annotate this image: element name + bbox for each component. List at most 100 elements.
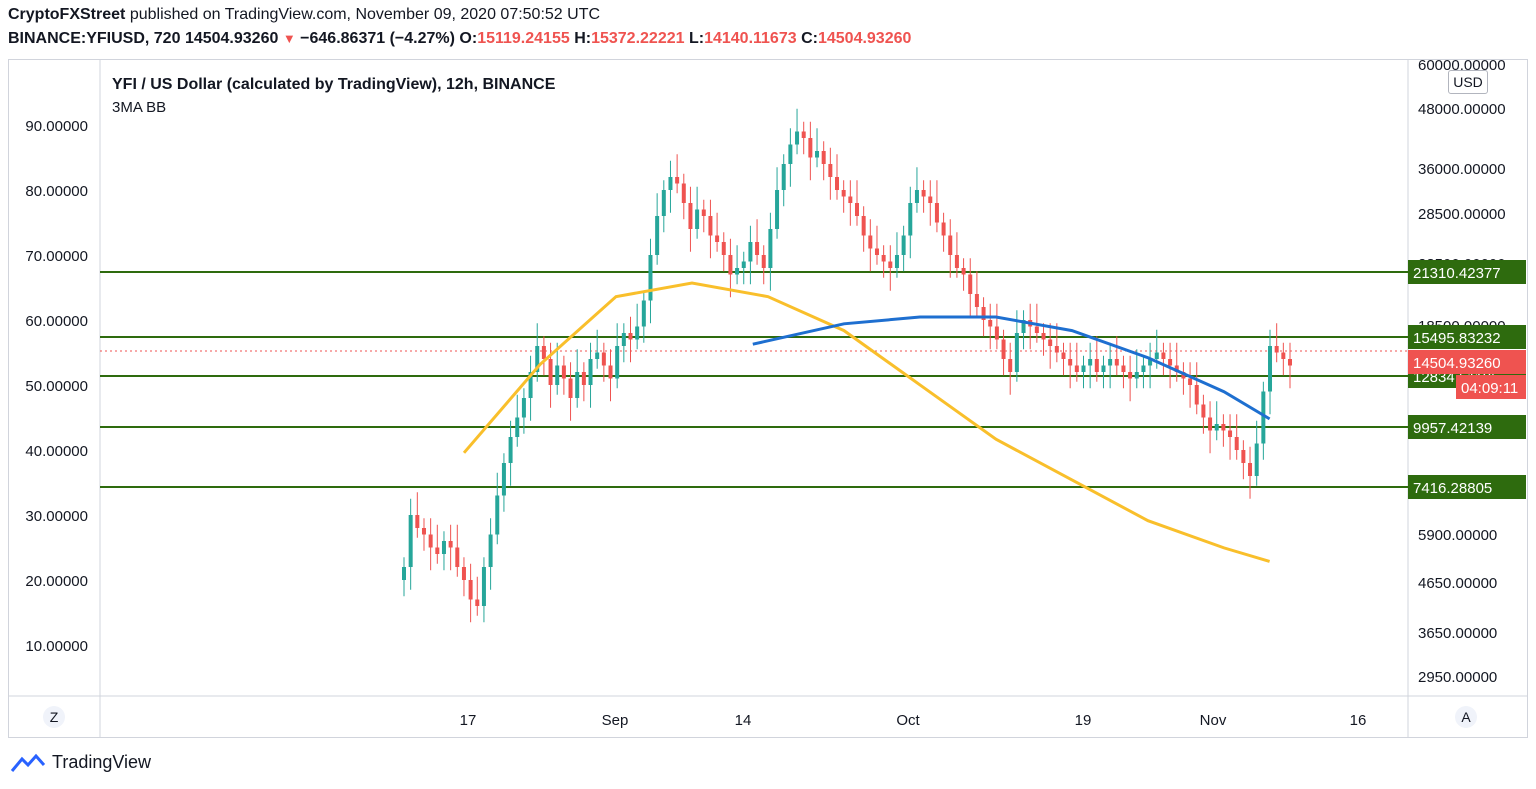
candle-body bbox=[1168, 359, 1173, 366]
candle-body bbox=[721, 242, 726, 255]
candle-body bbox=[954, 255, 959, 268]
chart-border bbox=[8, 59, 1528, 738]
candle-body bbox=[421, 528, 426, 535]
candle-body bbox=[1074, 365, 1079, 372]
candle-body bbox=[994, 326, 999, 340]
candle-body bbox=[555, 365, 560, 385]
candle-body bbox=[808, 138, 813, 158]
candle-body bbox=[835, 177, 840, 190]
moving-averages bbox=[462, 281, 1271, 563]
zoom-reset-label[interactable]: Z bbox=[50, 709, 59, 725]
left-tick-label: 10.00000 bbox=[25, 638, 88, 655]
candle-body bbox=[515, 417, 520, 437]
footer-brand[interactable]: TradingView bbox=[10, 752, 151, 773]
close-value: 14504.93260 bbox=[817, 30, 912, 47]
candle-body bbox=[1068, 359, 1073, 366]
right-tick-label: 4650.00000 bbox=[1418, 575, 1497, 592]
ma-blue-line bbox=[752, 315, 1271, 421]
candle-body bbox=[621, 333, 626, 346]
indicator-label: 3MA BB bbox=[112, 99, 166, 116]
countdown-tag bbox=[1456, 375, 1526, 399]
candle-body bbox=[688, 203, 693, 229]
right-tick-label: 48000.00000 bbox=[1418, 101, 1506, 118]
candle-body bbox=[795, 131, 800, 145]
candle-body bbox=[448, 541, 453, 548]
candle-body bbox=[861, 216, 866, 236]
candle-body bbox=[508, 437, 513, 463]
candle-body bbox=[415, 515, 420, 528]
candle-body bbox=[881, 255, 886, 262]
candle-body bbox=[601, 352, 606, 366]
auto-scale-button[interactable] bbox=[1455, 706, 1477, 728]
price-change: −646.86371 (−4.27%) bbox=[300, 30, 455, 47]
countdown-label: 04:09:11 bbox=[1461, 380, 1518, 397]
candles bbox=[402, 108, 1292, 623]
candle-body bbox=[748, 242, 753, 262]
candle-body bbox=[541, 346, 546, 359]
last-price: 14504.93260 bbox=[184, 30, 279, 47]
time-tick-label: Oct bbox=[896, 712, 920, 729]
candle-body bbox=[1094, 359, 1099, 372]
left-tick-label: 30.00000 bbox=[25, 508, 88, 525]
candle-body bbox=[581, 372, 586, 385]
right-tick-label: 28500.00000 bbox=[1418, 206, 1506, 223]
candle-body bbox=[1201, 404, 1206, 418]
left-tick-label: 20.00000 bbox=[25, 573, 88, 590]
auto-scale-label[interactable]: A bbox=[1461, 709, 1471, 725]
candle-body bbox=[981, 307, 986, 320]
candle-body bbox=[588, 359, 593, 385]
candle-body bbox=[1228, 430, 1233, 437]
candle-body bbox=[1108, 359, 1113, 366]
candle-body bbox=[1134, 372, 1139, 379]
candle-body bbox=[1014, 333, 1019, 372]
candle-body bbox=[755, 242, 760, 255]
candle-body bbox=[441, 541, 446, 554]
candle-body bbox=[681, 183, 686, 203]
publisher-name[interactable]: CryptoFXStreet bbox=[8, 6, 126, 23]
candle-body bbox=[848, 196, 853, 203]
candle-body bbox=[1208, 417, 1213, 431]
candle-body bbox=[921, 190, 926, 197]
candle-body bbox=[934, 203, 939, 223]
candle-body bbox=[1274, 346, 1279, 353]
zoom-reset-button[interactable] bbox=[43, 706, 65, 728]
candle-body bbox=[908, 203, 913, 236]
candle-body bbox=[661, 190, 666, 216]
time-tick-label: Sep bbox=[602, 712, 629, 729]
candle-body bbox=[928, 196, 933, 203]
candle-body bbox=[1261, 391, 1266, 444]
time-axis[interactable]: 17 Sep 14 Oct 19 Nov 16 bbox=[460, 712, 1367, 729]
symbol-name: BINANCE:YFIUSD, 720 bbox=[8, 30, 181, 47]
candle-body bbox=[575, 372, 580, 398]
candle-body bbox=[435, 547, 440, 554]
chart-frame[interactable]: YFI / US Dollar (calculated by TradingVi… bbox=[8, 59, 1528, 738]
left-tick-label: 70.00000 bbox=[25, 248, 88, 265]
right-tick-label: 5900.00000 bbox=[1418, 527, 1497, 544]
last-price-tag-label: 14504.93260 bbox=[1413, 355, 1501, 372]
candle-body bbox=[874, 248, 879, 255]
candle-body bbox=[1054, 346, 1059, 353]
currency-badge[interactable]: USD bbox=[1448, 70, 1488, 94]
candle-body bbox=[641, 300, 646, 327]
candle-body bbox=[1181, 372, 1186, 379]
candle-body bbox=[481, 567, 486, 606]
candle-body bbox=[715, 235, 720, 242]
candle-body bbox=[1088, 359, 1093, 366]
level-tag-label: 7416.28805 bbox=[1413, 480, 1492, 497]
candle-body bbox=[728, 255, 733, 275]
candle-body bbox=[461, 567, 466, 580]
high-label: H: bbox=[574, 30, 592, 47]
candle-body bbox=[1008, 359, 1013, 372]
candle-body bbox=[1061, 352, 1066, 359]
candle-body bbox=[888, 261, 893, 268]
candle-body bbox=[821, 151, 826, 164]
level-tag bbox=[1408, 260, 1526, 284]
candle-body bbox=[1048, 339, 1053, 346]
candle-body bbox=[948, 235, 953, 255]
candle-body bbox=[1281, 352, 1286, 359]
candle-body bbox=[1194, 385, 1199, 405]
candle-body bbox=[501, 463, 506, 496]
high-value: 15372.22221 bbox=[591, 30, 685, 47]
price-tags: 21310.4237715495.8323212834.611069957.42… bbox=[1408, 260, 1526, 499]
candle-body bbox=[775, 190, 780, 229]
